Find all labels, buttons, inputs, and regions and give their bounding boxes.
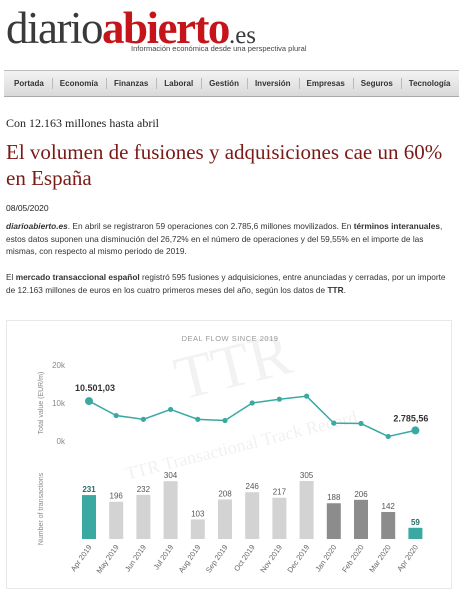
- bar: [109, 501, 124, 539]
- x-tick-label: Aug 2019: [177, 543, 203, 574]
- x-tick-label: May 2019: [95, 543, 121, 575]
- value-point: [304, 393, 310, 399]
- nav-item-laboral[interactable]: Laboral: [157, 78, 203, 89]
- first-value-label: 10.501,03: [75, 383, 115, 393]
- bar-value-label: 196: [110, 492, 124, 501]
- x-tick-label: Apr 2020: [395, 543, 420, 573]
- nav-item-empresas[interactable]: Empresas: [300, 78, 354, 89]
- article-date: 08/05/2020: [6, 203, 49, 213]
- x-tick-label: Jun 2019: [123, 543, 148, 573]
- bar-value-label: 231: [82, 485, 96, 494]
- x-tick-label: Dec 2019: [285, 543, 311, 574]
- main-nav: Portada Economía Finanzas Laboral Gestión Inv…: [4, 70, 459, 97]
- value-point: [195, 416, 201, 422]
- bar: [354, 499, 368, 539]
- y-axis-label-value: Total value (EUR/m): [38, 372, 45, 435]
- site-logo[interactable]: diarioabierto.es: [6, 3, 257, 53]
- x-tick-label: Nov 2019: [258, 543, 284, 574]
- value-point: [249, 400, 255, 406]
- bar-value-label: 206: [354, 490, 368, 499]
- chart-title: DEAL FLOW SINCE 2019: [182, 334, 279, 343]
- nav-item-tecnologia[interactable]: Tecnología: [408, 79, 451, 88]
- nav-item-gestion[interactable]: Gestión: [202, 78, 248, 89]
- y-tick-label: 0k: [57, 437, 66, 446]
- bar-value-label: 103: [191, 509, 205, 518]
- bar: [245, 492, 260, 539]
- value-point: [168, 406, 174, 413]
- value-point: [276, 396, 282, 402]
- bar-value-label: 217: [273, 488, 287, 497]
- bar: [82, 495, 96, 539]
- value-point: [331, 420, 337, 426]
- value-point: [358, 420, 364, 427]
- value-point: [140, 416, 146, 422]
- nav-item-finanzas[interactable]: Finanzas: [107, 78, 158, 89]
- bar-value-label: 304: [164, 471, 178, 480]
- bar: [326, 503, 341, 539]
- x-tick-label: Oct 2019: [232, 543, 257, 573]
- x-tick-label: Mar 2020: [367, 543, 393, 574]
- x-tick-label: Sep 2019: [204, 543, 230, 574]
- last-value-label: 2.785,56: [393, 413, 428, 423]
- nav-item-economia[interactable]: Economía: [53, 78, 108, 89]
- nav-item-portada[interactable]: Portada: [4, 78, 53, 89]
- y-tick-label: 20k: [52, 361, 66, 370]
- site-tagline: Información económica desde una perspect…: [131, 44, 307, 53]
- deal-flow-chart: TTR TTR Transactional Track Record DEAL FL…: [6, 320, 452, 589]
- nav-item-seguros[interactable]: Seguros: [354, 78, 402, 89]
- site-header: diarioabierto.es Información económica d…: [4, 0, 459, 70]
- watermark-text: TTR Transactional Track Record: [124, 407, 359, 484]
- x-tick-label: Jan 2020: [313, 543, 338, 573]
- value-point: [385, 433, 391, 440]
- y-axis-label-count: Number of transactions: [38, 472, 45, 545]
- article-paragraph-1: diarioabierto.es. En abril se registraro…: [6, 221, 443, 257]
- bar: [218, 499, 232, 539]
- bar: [381, 511, 396, 539]
- value-point: [85, 397, 93, 406]
- bar: [299, 481, 314, 539]
- bar-value-label: 208: [218, 489, 232, 498]
- nav-item-inversion[interactable]: Inversión: [248, 78, 300, 89]
- bar: [408, 527, 423, 539]
- bar-value-label: 142: [382, 502, 396, 511]
- bar: [272, 497, 287, 539]
- bar: [136, 494, 151, 539]
- bar-value-label: 232: [137, 485, 151, 494]
- x-tick-label: Apr 2019: [69, 543, 94, 573]
- x-tick-label: Feb 2020: [340, 543, 366, 574]
- bar: [163, 481, 178, 539]
- value-point: [113, 412, 119, 419]
- x-tick-label: Jul 2019: [152, 543, 176, 571]
- bar: [190, 519, 205, 539]
- bar-value-label: 188: [327, 493, 341, 502]
- bar-value-label: 246: [246, 482, 260, 491]
- bar-value-label: 305: [300, 471, 314, 480]
- bar-value-label: 59: [411, 518, 420, 527]
- article-title: El volumen de fusiones y adquisiciones c…: [6, 140, 443, 190]
- value-point: [222, 417, 228, 424]
- y-tick-label: 10k: [52, 399, 66, 408]
- value-point: [411, 426, 420, 435]
- article-paragraph-2: El mercado transaccional español registr…: [6, 272, 446, 295]
- article-kicker: Con 12.163 millones hasta abril: [6, 116, 159, 130]
